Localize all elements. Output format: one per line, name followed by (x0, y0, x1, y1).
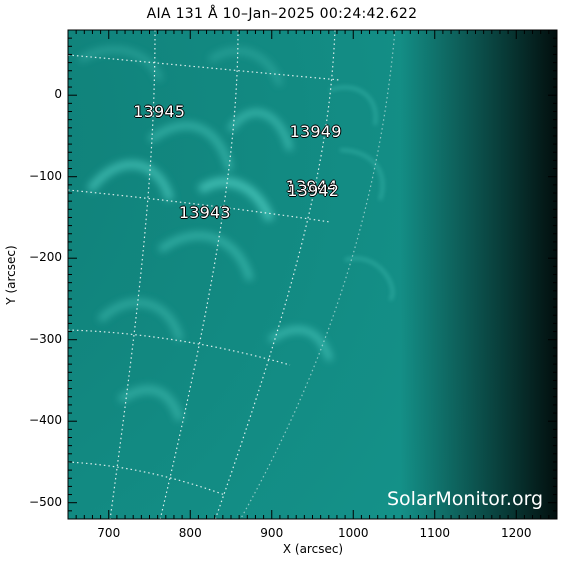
y-tick-label: −100 (29, 168, 62, 183)
y-tick-label: −400 (29, 413, 62, 428)
x-tick-label: 700 (97, 526, 121, 540)
x-tick-label: 1100 (419, 526, 451, 540)
watermark: SolarMonitor.org (387, 488, 544, 510)
image-area (68, 30, 557, 519)
x-tick-label: 1000 (337, 526, 369, 540)
active-region-label: 13943 (178, 203, 231, 223)
active-region-label: 13944 (285, 177, 338, 197)
y-axis-label: Y (arcsec) (4, 245, 18, 305)
x-tick-label: 800 (178, 526, 202, 540)
active-region-label: 13942 (287, 181, 340, 201)
loop-structures (78, 46, 333, 422)
image-title: AIA 131 Å 10–Jan–2025 00:24:42.622 (146, 6, 418, 22)
corona-fade (400, 30, 557, 519)
active-region-label: 13949 (289, 121, 342, 141)
active-region-label: 13945 (133, 101, 186, 121)
axis-ticks (67, 29, 558, 520)
y-tick-label: −300 (29, 331, 62, 346)
x-tick-label: 900 (260, 526, 284, 540)
x-tick-label: 1200 (500, 526, 532, 540)
y-tick-label: −500 (29, 494, 62, 509)
y-tick-label: −200 (29, 250, 62, 265)
x-axis-label: X (arcsec) (282, 542, 344, 556)
heliographic-grid (68, 30, 396, 519)
y-tick-label: 0 (54, 87, 62, 102)
